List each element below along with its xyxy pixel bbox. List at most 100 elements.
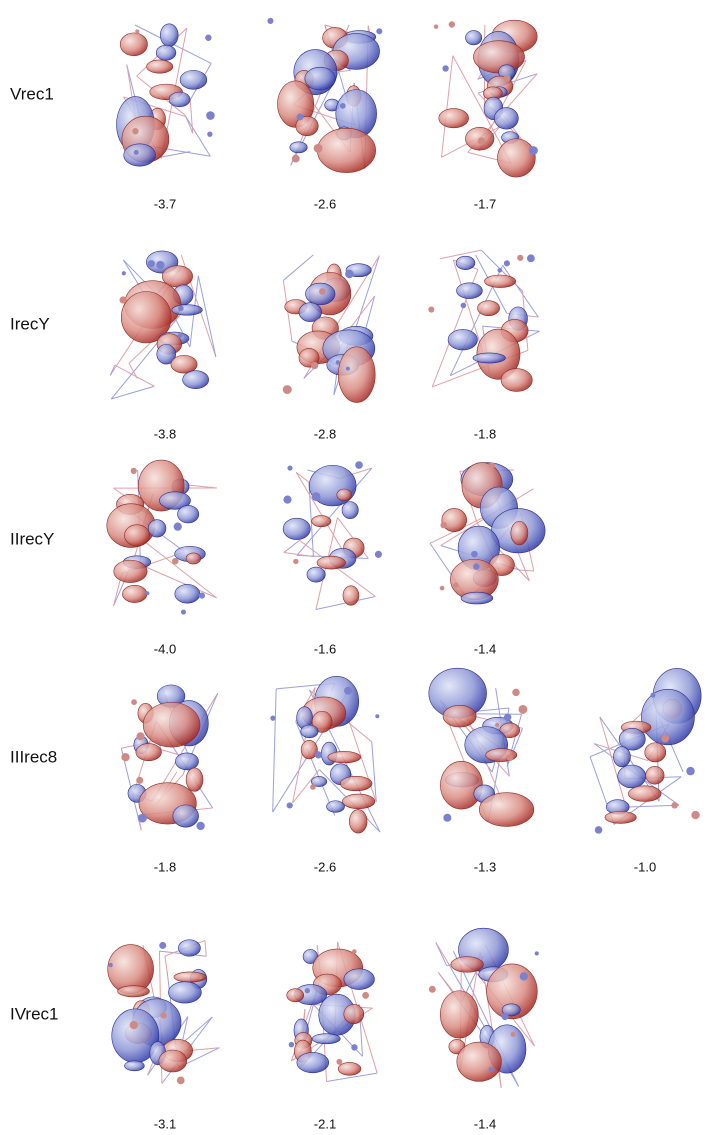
atom: [174, 523, 182, 531]
energy-value: -2.8: [314, 426, 336, 441]
atom: [292, 155, 300, 163]
atom: [336, 1059, 342, 1065]
atom: [122, 271, 126, 275]
atom: [489, 1067, 494, 1072]
bond: [296, 472, 309, 482]
orbital-lobe: [283, 518, 310, 539]
orbital-image: [107, 460, 217, 615]
atom: [429, 986, 436, 993]
atom: [156, 261, 164, 269]
atom: [132, 128, 138, 134]
orbital-lobe: [466, 31, 482, 45]
atom: [595, 826, 603, 834]
atom: [283, 385, 292, 394]
atom: [442, 65, 448, 71]
bond: [436, 942, 447, 961]
orbital-lobe: [511, 521, 528, 545]
orbital-lobe: [628, 786, 661, 802]
orbital-lobe: [439, 109, 469, 128]
atom: [310, 784, 316, 790]
atom: [108, 963, 112, 967]
energy-value: -3.7: [154, 196, 176, 211]
atom: [512, 689, 520, 697]
orbital-lobe: [337, 489, 352, 501]
atom: [691, 811, 699, 819]
atom: [206, 111, 215, 120]
atom: [501, 1013, 508, 1020]
bond: [351, 296, 375, 327]
atom: [507, 754, 514, 761]
atom: [344, 687, 352, 695]
orbital-lobe: [287, 989, 304, 1002]
atom: [336, 360, 340, 364]
atom: [449, 21, 455, 27]
orbital-lobe: [169, 92, 190, 107]
orbital-lobe: [349, 810, 367, 834]
orbital-lobe: [301, 725, 318, 738]
atom: [131, 699, 137, 705]
orbital-lobe: [479, 793, 533, 827]
orbital-lobe: [443, 705, 476, 727]
orbital-lobe: [171, 355, 197, 373]
orbital-lobe: [494, 108, 518, 130]
orbital-lobe: [457, 1042, 502, 1081]
atom: [314, 144, 323, 153]
orbital-image: [108, 940, 220, 1085]
figure: Vrec1-3.7-2.6-1.7IrecY-3.8-2.8-1.8IIrecY…: [0, 0, 713, 1135]
orbital-lobe: [338, 1062, 361, 1075]
atom: [340, 103, 346, 109]
orbital-lobe: [312, 516, 331, 527]
atom: [131, 468, 137, 474]
orbital-lobe: [451, 957, 484, 973]
energy-value: -1.8: [474, 426, 496, 441]
atom: [489, 462, 495, 468]
row-label: IVrec1: [10, 1004, 59, 1023]
atom: [311, 362, 318, 369]
orbital-lobe: [477, 301, 499, 316]
atom: [160, 1012, 166, 1018]
atom: [428, 307, 434, 313]
row-label: IrecY: [10, 314, 50, 333]
orbital-lobe: [344, 969, 375, 990]
atom: [199, 593, 205, 599]
atom: [178, 306, 184, 312]
atom: [270, 716, 275, 721]
orbital-lobe: [122, 585, 147, 602]
atom: [671, 802, 678, 809]
bond: [165, 956, 167, 971]
orbital-lobe: [290, 142, 307, 153]
energy-value: -4.0: [154, 641, 176, 656]
atom: [434, 24, 438, 28]
bond: [115, 365, 154, 386]
bond: [110, 365, 115, 375]
atom: [319, 288, 326, 295]
bond: [520, 570, 534, 571]
atom: [287, 465, 292, 470]
orbital-lobe: [175, 753, 198, 770]
orbital-lobe: [326, 801, 344, 813]
orbital-lobe: [186, 768, 203, 791]
atom: [661, 735, 669, 743]
row-label: IIIrec8: [10, 747, 57, 766]
atom: [134, 150, 139, 155]
bond: [186, 117, 211, 157]
energy-value: -2.1: [314, 1116, 336, 1131]
atom: [198, 975, 202, 979]
row-label: Vrec1: [10, 84, 54, 103]
atom: [119, 296, 126, 303]
bond: [111, 386, 154, 399]
orbital-lobe: [342, 502, 358, 519]
orbital-lobe: [645, 743, 666, 762]
orbital-lobe: [178, 505, 199, 523]
orbital-lobe: [440, 991, 478, 1038]
orbital-lobe: [473, 41, 524, 73]
orbital-lobe: [301, 740, 317, 759]
orbital-lobe: [168, 982, 201, 1003]
bond: [283, 255, 313, 280]
energy-value: -2.6: [314, 196, 336, 211]
orbital-image: [287, 942, 377, 1082]
atom: [461, 303, 467, 309]
atom: [535, 951, 539, 955]
orbital-lobe: [125, 1061, 145, 1071]
bond: [284, 540, 300, 552]
